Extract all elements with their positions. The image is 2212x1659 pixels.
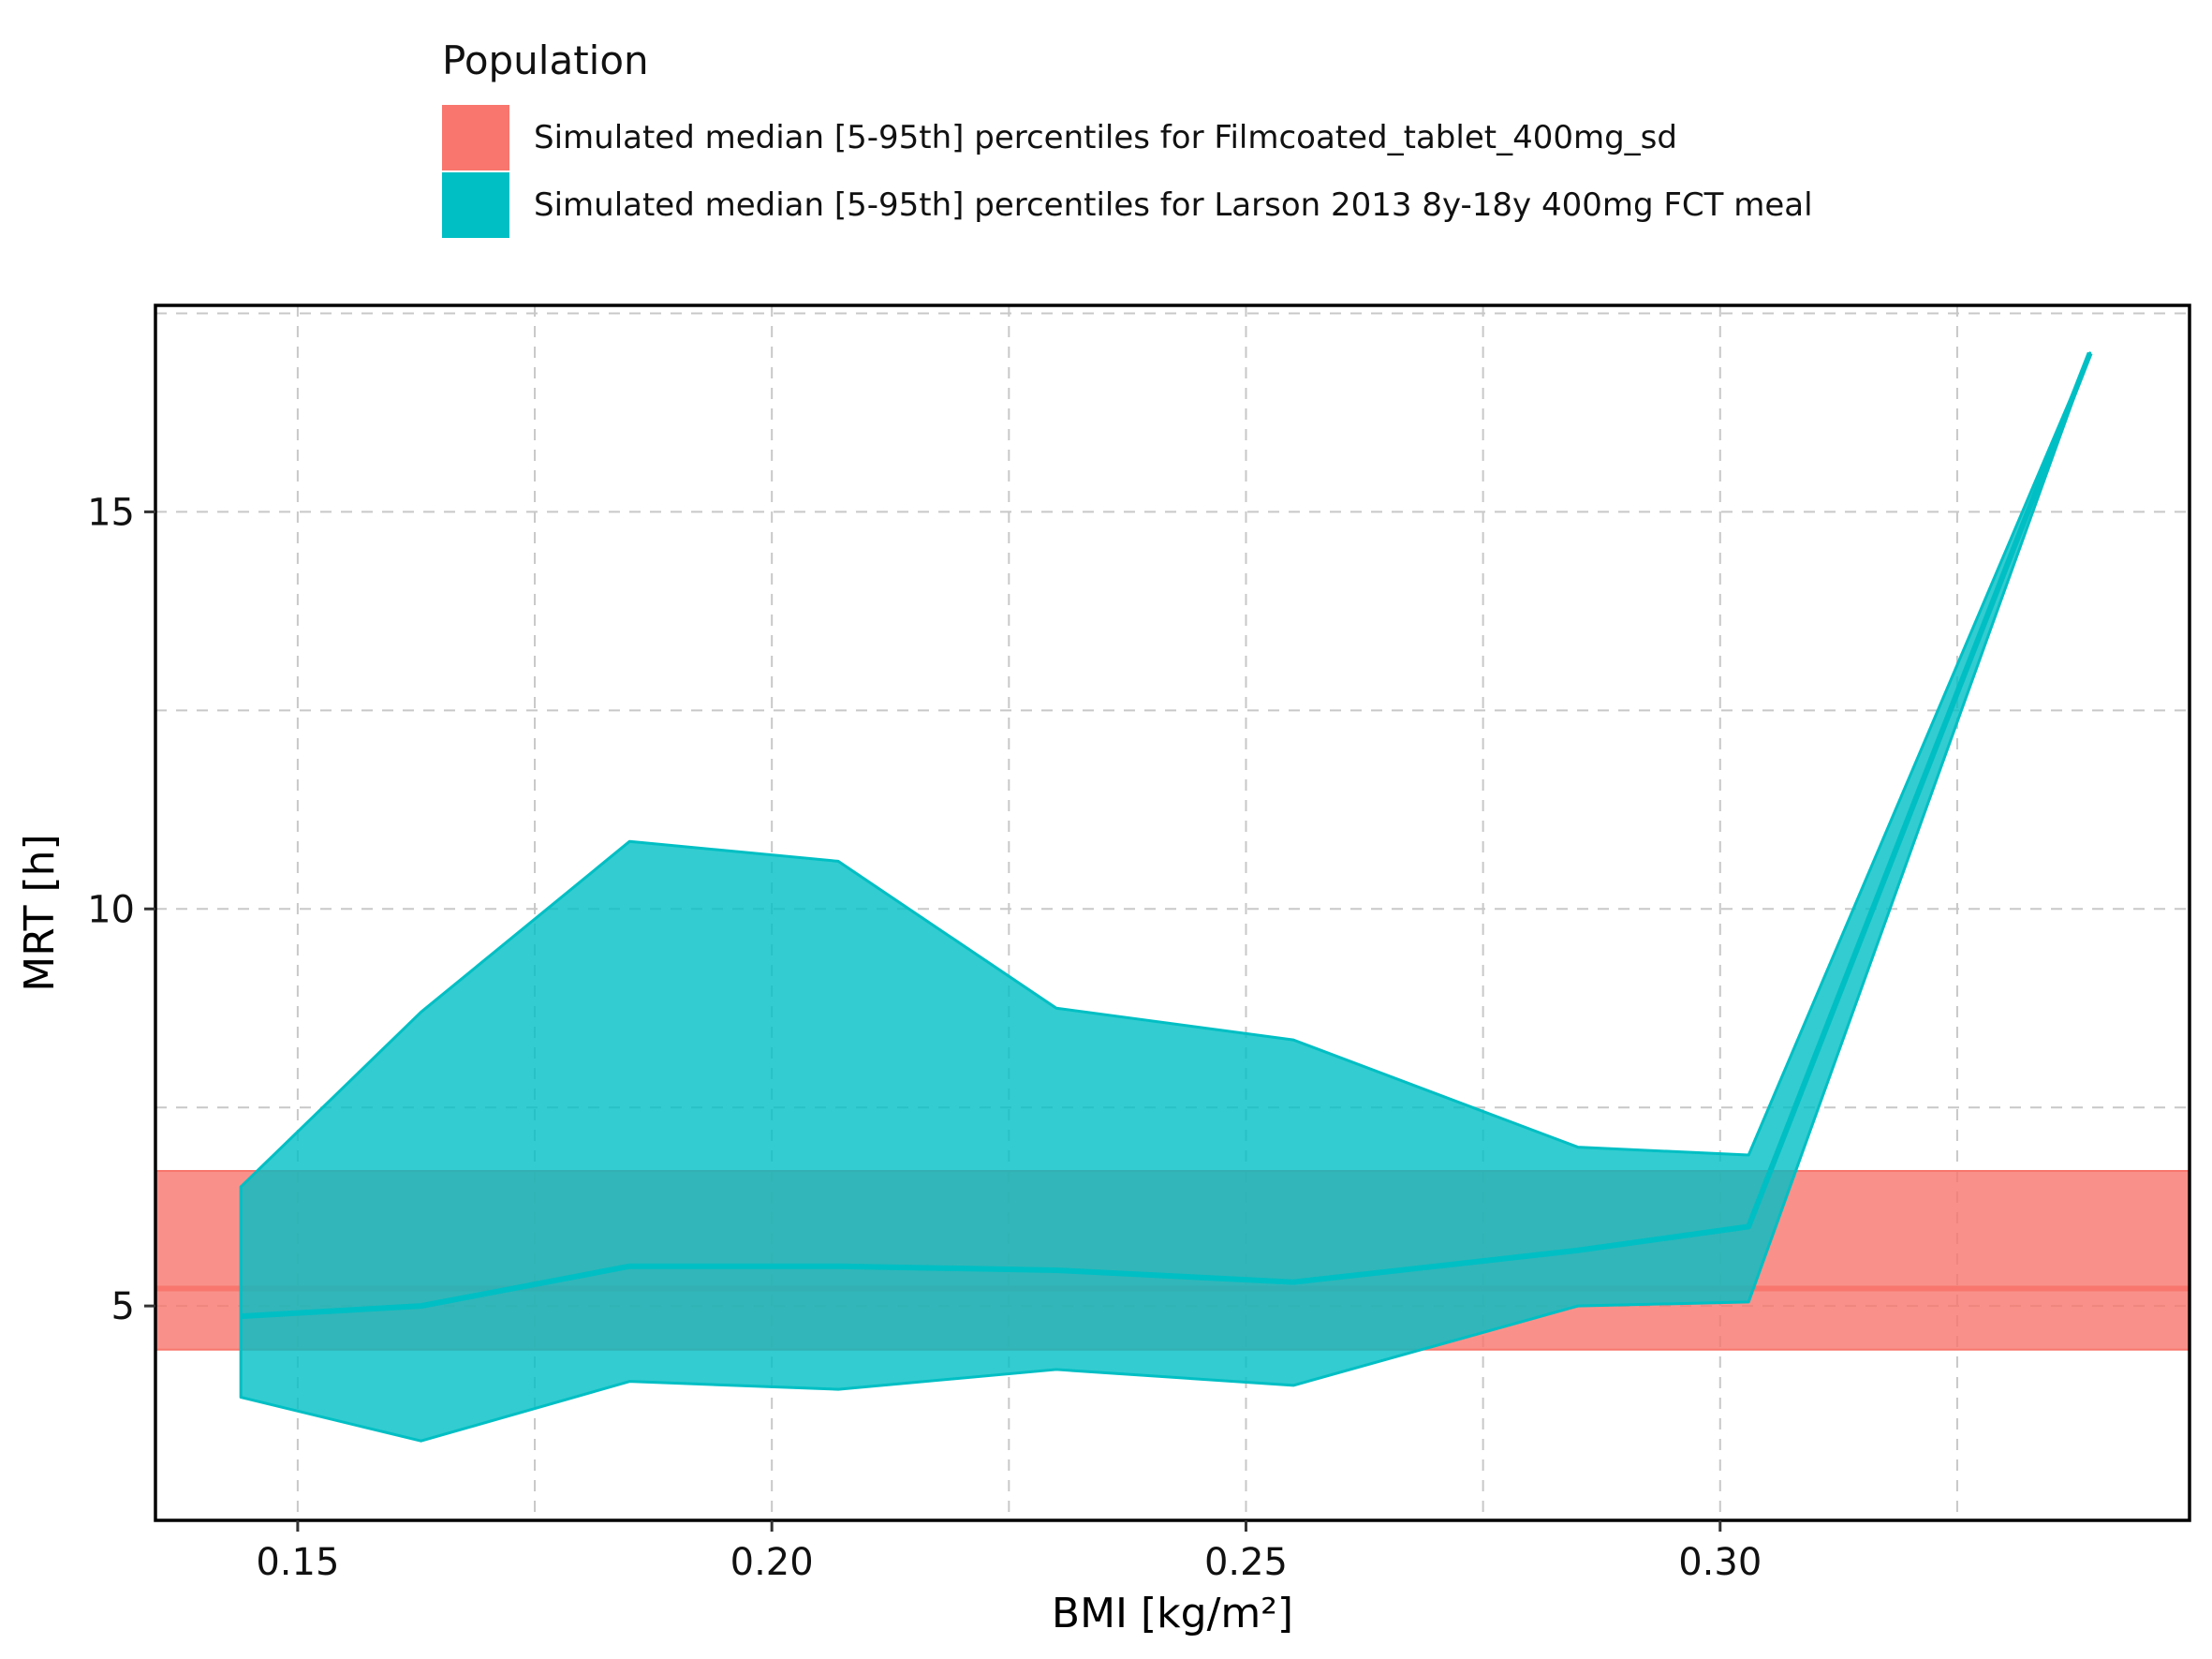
- x-tick-label: 0.20: [730, 1541, 814, 1584]
- y-tick-label: 5: [111, 1285, 135, 1328]
- legend: Population Simulated median [5-95th] per…: [442, 37, 1813, 239]
- legend-label-larson: Simulated median [5-95th] percentiles fo…: [534, 186, 1813, 224]
- larson-percentile-ribbon: [239, 351, 2092, 1443]
- x-tick-label: 0.30: [1678, 1541, 1762, 1584]
- x-axis: 0.15 0.20 0.25 0.30: [256, 1520, 1762, 1584]
- x-tick-label: 0.15: [256, 1541, 339, 1584]
- plot-series: [155, 351, 2190, 1443]
- y-tick-label: 10: [87, 888, 135, 931]
- plot-frame: [154, 304, 2191, 1522]
- larson-median-line: [240, 351, 2093, 1320]
- legend-swatch-filmcoated: [442, 105, 509, 170]
- y-axis-label: MRT [h]: [16, 834, 64, 991]
- legend-title: Population: [442, 37, 649, 83]
- y-tick-label: 15: [87, 491, 135, 534]
- x-tick-label: 0.25: [1204, 1541, 1288, 1584]
- legend-item-filmcoated: Simulated median [5-95th] percentiles fo…: [442, 104, 1813, 171]
- x-axis-label: BMI [kg/m²]: [1052, 1590, 1293, 1637]
- legend-label-filmcoated: Simulated median [5-95th] percentiles fo…: [534, 119, 1677, 156]
- legend-swatch-larson: [442, 172, 509, 238]
- legend-item-larson: Simulated median [5-95th] percentiles fo…: [442, 171, 1813, 239]
- y-axis: 5 10 15: [87, 491, 155, 1328]
